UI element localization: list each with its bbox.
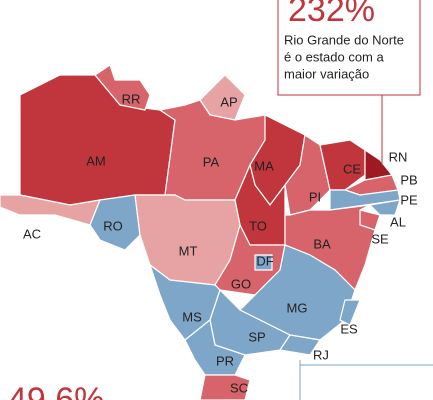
state-label: MA	[254, 158, 274, 173]
state-label: AC	[23, 226, 41, 241]
states	[0, 64, 401, 400]
state-label: RR	[122, 91, 141, 106]
state-am	[19, 74, 176, 206]
state-pr	[184, 318, 246, 376]
state-label: ES	[340, 321, 358, 336]
state-label: AM	[86, 153, 106, 168]
state-label: RJ	[313, 347, 329, 362]
state-label: DF	[256, 253, 273, 268]
state-ba	[284, 204, 376, 292]
callout-line: é o estado com a	[284, 49, 384, 64]
state-df	[254, 254, 273, 271]
state-label: MG	[287, 300, 308, 315]
state-label: MT	[179, 243, 198, 258]
state-label: SC	[230, 380, 248, 395]
state-sc	[199, 374, 251, 400]
state-label: SP	[248, 329, 265, 344]
state-label: RO	[103, 218, 123, 233]
state-rr	[94, 64, 151, 111]
state-label: PI	[309, 189, 321, 204]
state-label: PR	[216, 353, 234, 368]
state-label: PE	[400, 192, 418, 207]
callout-line: Rio Grande do Norte	[284, 32, 404, 47]
top-callout-value: 232%	[288, 0, 375, 29]
bottom-right-callout-box	[299, 364, 433, 400]
state-al	[368, 199, 401, 216]
state-label: BA	[313, 236, 331, 251]
callout-line: maior variação	[284, 66, 369, 81]
state-label: AL	[390, 214, 406, 229]
state-label: PB	[400, 172, 417, 187]
state-label: RN	[389, 149, 408, 164]
state-rj	[278, 334, 322, 356]
top-callout-box	[277, 0, 421, 96]
state-label: PA	[203, 154, 220, 169]
state-label: AP	[220, 94, 237, 109]
state-es	[339, 299, 361, 326]
state-label: SE	[371, 231, 389, 246]
state-label: GO	[231, 276, 251, 291]
state-label: MS	[182, 309, 202, 324]
bottom-callout-value: 49,6%	[8, 381, 104, 400]
state-label: TO	[249, 218, 267, 233]
state-label: CE	[343, 161, 361, 176]
